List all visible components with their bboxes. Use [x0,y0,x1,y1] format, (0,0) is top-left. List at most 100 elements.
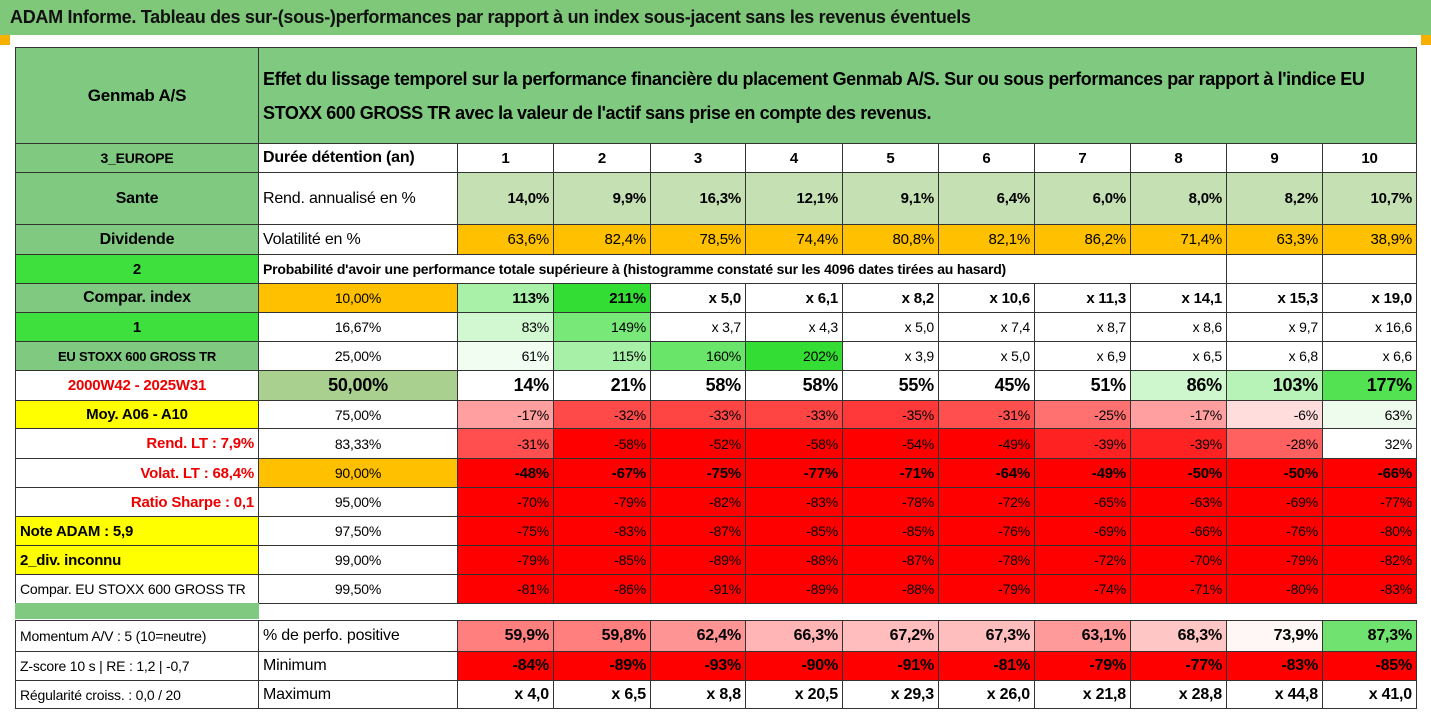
value-cell: -39% [1034,428,1131,459]
empty-cell [1322,254,1417,284]
value-cell: 8,0% [1130,172,1227,225]
value-cell: -66% [1130,516,1227,546]
value-cell: -72% [1034,545,1131,575]
value-cell: 202% [745,341,843,371]
row-sublabel: 50,00% [258,370,458,401]
value-cell: x 26,0 [938,680,1035,709]
value-cell: x 20,5 [745,680,843,709]
value-cell: x 6,5 [553,680,651,709]
value-cell: -91% [650,574,746,604]
value-cell: -74% [1034,574,1131,604]
value-cell: -79% [1034,651,1131,681]
value-cell: -78% [938,545,1035,575]
value-cell: -75% [650,458,746,488]
row-sublabel: 16,67% [258,312,458,342]
value-cell: 78,5% [650,224,746,255]
value-cell: -67% [553,458,651,488]
value-cell: x 8,8 [650,680,746,709]
value-cell: -82% [650,487,746,517]
value-cell: -88% [745,545,843,575]
value-cell: 73,9% [1226,620,1323,652]
value-cell: -80% [1322,516,1417,546]
value-cell: -77% [1322,487,1417,517]
row-sublabel: Maximum [258,680,458,709]
value-cell: -86% [553,574,651,604]
value-cell: -49% [938,428,1035,459]
value-cell: 67,2% [842,620,939,652]
value-cell: 6,4% [938,172,1035,225]
row-label: Sante [15,172,259,225]
value-cell: -31% [457,428,554,459]
value-cell: -64% [938,458,1035,488]
value-cell: x 14,1 [1130,283,1227,313]
value-cell: -79% [938,574,1035,604]
value-cell: x 6,9 [1034,341,1131,371]
value-cell: -76% [938,516,1035,546]
row-sublabel: 25,00% [258,341,458,371]
value-cell: x 28,8 [1130,680,1227,709]
row-sublabel: 95,00% [258,487,458,517]
value-cell: -85% [842,516,939,546]
value-cell: x 7,4 [938,312,1035,342]
spacer [15,603,259,619]
value-cell: -89% [745,574,843,604]
value-cell: 2 [553,143,651,173]
value-cell: 38,9% [1322,224,1417,255]
value-cell: -89% [650,545,746,575]
value-cell: -6% [1226,400,1323,429]
value-cell: 10,7% [1322,172,1417,225]
value-cell: -78% [842,487,939,517]
value-cell: -58% [745,428,843,459]
value-cell: x 3,7 [650,312,746,342]
value-cell: 62,4% [650,620,746,652]
row-label: 2_div. inconnu [15,545,259,575]
row-label: Ratio Sharpe : 0,1 [15,487,259,517]
value-cell: 67,3% [938,620,1035,652]
value-cell: -72% [938,487,1035,517]
row-label: Rend. LT : 7,9% [15,428,259,459]
value-cell: x 6,8 [1226,341,1323,371]
value-cell: 103% [1226,370,1323,401]
value-cell: -82% [1322,545,1417,575]
value-cell: 51% [1034,370,1131,401]
value-cell: -17% [457,400,554,429]
row-label: EU STOXX 600 GROSS TR [15,341,259,371]
value-cell: -28% [1226,428,1323,459]
value-cell: x 10,6 [938,283,1035,313]
value-cell: -31% [938,400,1035,429]
value-cell: x 29,3 [842,680,939,709]
value-cell: 80,8% [842,224,939,255]
value-cell: 86,2% [1034,224,1131,255]
corner-mark [0,35,10,45]
value-cell: -85% [745,516,843,546]
value-cell: -48% [457,458,554,488]
corner-label: Genmab A/S [15,47,259,144]
value-cell: 211% [553,283,651,313]
value-cell: x 8,6 [1130,312,1227,342]
value-cell: 45% [938,370,1035,401]
value-cell: -63% [1130,487,1227,517]
value-cell: -77% [745,458,843,488]
page-title: ADAM Informe. Tableau des sur-(sous-)per… [0,0,1431,35]
value-cell: -91% [842,651,939,681]
value-cell: 115% [553,341,651,371]
value-cell: -54% [842,428,939,459]
value-cell: x 21,8 [1034,680,1131,709]
value-cell: -71% [842,458,939,488]
value-cell: 61% [457,341,554,371]
value-cell: 63% [1322,400,1417,429]
value-cell: x 19,0 [1322,283,1417,313]
row-sublabel: % de perfo. positive [258,620,458,652]
row-label: Momentum A/V : 5 (10=neutre) [15,620,259,652]
row-label: Note ADAM : 5,9 [15,516,259,546]
value-cell: 63,1% [1034,620,1131,652]
value-cell: -49% [1034,458,1131,488]
value-cell: 8 [1130,143,1227,173]
value-cell: -85% [1322,651,1417,681]
value-cell: 14% [457,370,554,401]
value-cell: x 6,1 [745,283,843,313]
value-cell: -83% [1226,651,1323,681]
value-cell: 74,4% [745,224,843,255]
value-cell: 63,3% [1226,224,1323,255]
